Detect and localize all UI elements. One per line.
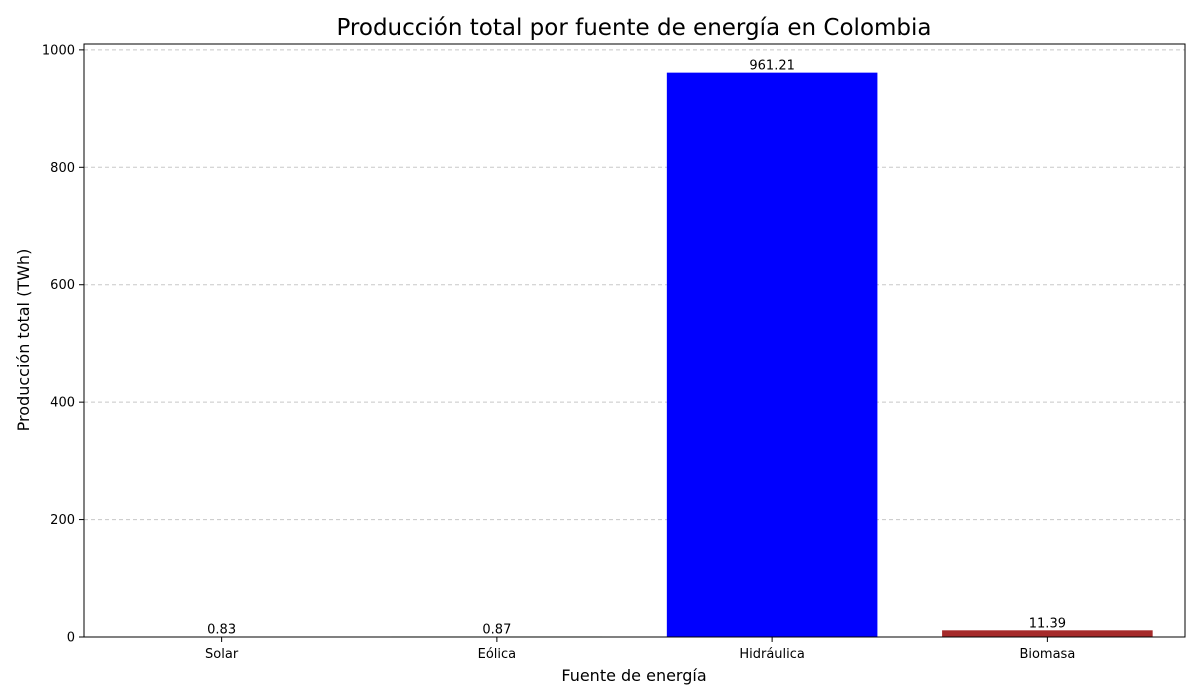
y-tick-label: 1000 <box>42 43 75 58</box>
x-tick-label: Solar <box>205 647 239 662</box>
y-tick-label: 400 <box>50 396 75 411</box>
data-label-biomasa: 11.39 <box>1029 616 1066 631</box>
y-axis-ticks: 0 200 400 600 800 1000 <box>42 43 84 646</box>
gridlines <box>84 49 1185 521</box>
x-axis-ticks: Solar Eólica Hidráulica Biomasa <box>205 637 1075 662</box>
y-axis-label: Producción total (TWh) <box>14 249 33 432</box>
y-tick-label: 0 <box>67 631 75 646</box>
data-label-solar: 0.83 <box>207 623 236 638</box>
data-labels: 0.83 0.87 961.21 11.39 <box>207 59 1066 638</box>
bar-hidráulica <box>666 72 878 638</box>
y-tick-label: 800 <box>50 161 75 176</box>
bars <box>116 72 1153 638</box>
y-tick-label: 200 <box>50 513 75 528</box>
x-tick-label: Biomasa <box>1019 647 1075 662</box>
bar-biomasa <box>942 630 1153 637</box>
chart-title: Producción total por fuente de energía e… <box>336 15 931 41</box>
x-tick-label: Eólica <box>478 647 517 662</box>
data-label-hidráulica: 961.21 <box>749 59 795 74</box>
data-label-eólica: 0.87 <box>482 622 511 637</box>
x-tick-label: Hidráulica <box>739 647 805 662</box>
y-tick-label: 600 <box>50 278 75 293</box>
x-axis-label: Fuente de energía <box>561 666 706 685</box>
plot-frame <box>83 43 1186 638</box>
